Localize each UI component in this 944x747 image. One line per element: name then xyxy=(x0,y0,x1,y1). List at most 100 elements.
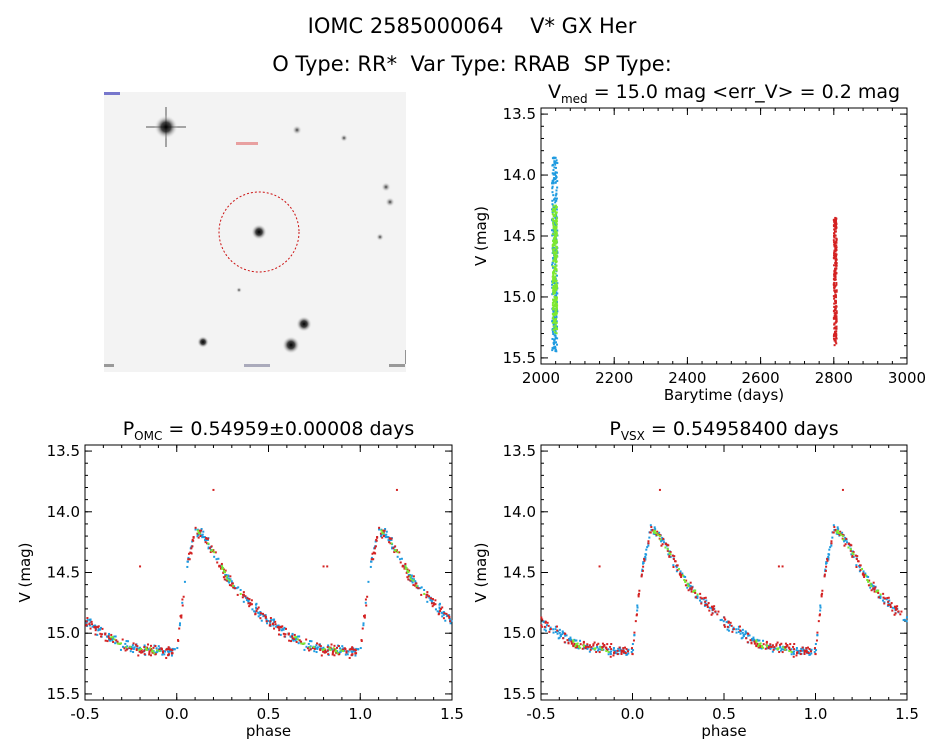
data-point xyxy=(555,215,558,218)
data-point xyxy=(696,595,699,598)
data-point xyxy=(587,645,590,648)
data-point xyxy=(835,318,838,321)
data-point xyxy=(835,240,838,243)
data-point xyxy=(169,648,172,651)
data-point xyxy=(163,650,166,653)
data-point xyxy=(398,558,401,561)
data-point xyxy=(815,639,818,642)
data-point xyxy=(596,649,599,652)
data-point xyxy=(284,627,287,630)
data-point xyxy=(667,553,670,556)
data-point xyxy=(833,222,836,225)
data-point xyxy=(595,651,598,654)
data-point xyxy=(555,268,558,271)
data-point xyxy=(250,599,253,602)
data-point xyxy=(644,553,647,556)
data-point xyxy=(632,649,635,652)
data-point xyxy=(553,321,556,324)
data-point xyxy=(643,559,646,562)
data-point xyxy=(555,192,558,195)
data-point xyxy=(552,221,555,224)
data-point xyxy=(208,547,211,550)
data-point xyxy=(686,582,689,585)
data-point xyxy=(869,586,872,589)
data-point xyxy=(261,612,264,615)
data-point xyxy=(245,596,248,599)
data-point xyxy=(887,603,890,606)
data-point xyxy=(198,532,201,535)
data-point xyxy=(835,239,838,242)
data-point xyxy=(107,635,110,638)
data-point xyxy=(430,602,433,605)
data-point xyxy=(700,602,703,605)
data-point xyxy=(224,569,227,572)
data-point xyxy=(874,586,877,589)
data-point xyxy=(555,312,558,315)
data-point xyxy=(227,580,230,583)
data-point xyxy=(269,623,272,626)
data-point xyxy=(835,241,838,244)
data-point xyxy=(223,578,226,581)
data-point xyxy=(253,610,256,613)
x-axis-label: phase xyxy=(701,722,746,740)
data-point xyxy=(143,653,146,656)
data-point xyxy=(544,621,547,624)
data-point xyxy=(242,593,245,596)
data-point xyxy=(183,580,186,583)
data-point xyxy=(125,646,128,649)
data-point xyxy=(395,549,398,552)
data-point xyxy=(568,639,571,642)
data-point xyxy=(257,615,260,618)
x-tick-label: 0.5 xyxy=(712,705,736,723)
data-point xyxy=(551,219,554,222)
data-point xyxy=(554,194,557,197)
data-point xyxy=(873,588,876,591)
data-point xyxy=(555,291,558,294)
data-point xyxy=(149,654,152,657)
data-point xyxy=(553,281,556,284)
data-point xyxy=(554,240,557,243)
data-point xyxy=(390,538,393,541)
data-point xyxy=(771,644,774,647)
data-point xyxy=(573,642,576,645)
data-point xyxy=(255,606,258,609)
data-point xyxy=(257,612,260,615)
data-point xyxy=(832,531,835,534)
data-point xyxy=(833,278,836,281)
data-point xyxy=(333,654,336,657)
data-point xyxy=(553,326,556,329)
data-point xyxy=(552,308,555,311)
data-point xyxy=(776,641,779,644)
data-point xyxy=(792,652,795,655)
data-point xyxy=(553,156,556,159)
data-point xyxy=(826,558,829,561)
data-point xyxy=(228,581,231,584)
data-point xyxy=(834,294,837,297)
data-point xyxy=(835,221,838,224)
data-point xyxy=(647,544,650,547)
data-point xyxy=(206,542,209,545)
data-point xyxy=(232,584,235,587)
data-point xyxy=(224,574,227,577)
chart-title: Vmed = 15.0 mag <err_V> = 0.2 mag xyxy=(548,81,900,106)
data-point xyxy=(790,650,793,653)
data-point xyxy=(439,607,442,610)
data-point xyxy=(552,260,555,263)
data-point xyxy=(223,569,226,572)
data-point xyxy=(367,580,370,583)
data-point xyxy=(554,233,557,236)
data-point xyxy=(814,643,817,646)
data-point xyxy=(95,627,98,630)
data-point xyxy=(380,529,383,532)
data-point xyxy=(646,546,649,549)
data-point xyxy=(316,642,319,645)
data-point xyxy=(381,536,384,539)
data-point xyxy=(714,610,717,613)
data-point xyxy=(660,544,663,547)
data-point xyxy=(772,648,775,651)
data-point xyxy=(234,587,237,590)
data-point xyxy=(588,650,591,653)
data-point xyxy=(867,575,870,578)
data-point xyxy=(554,289,557,292)
data-point xyxy=(235,587,238,590)
